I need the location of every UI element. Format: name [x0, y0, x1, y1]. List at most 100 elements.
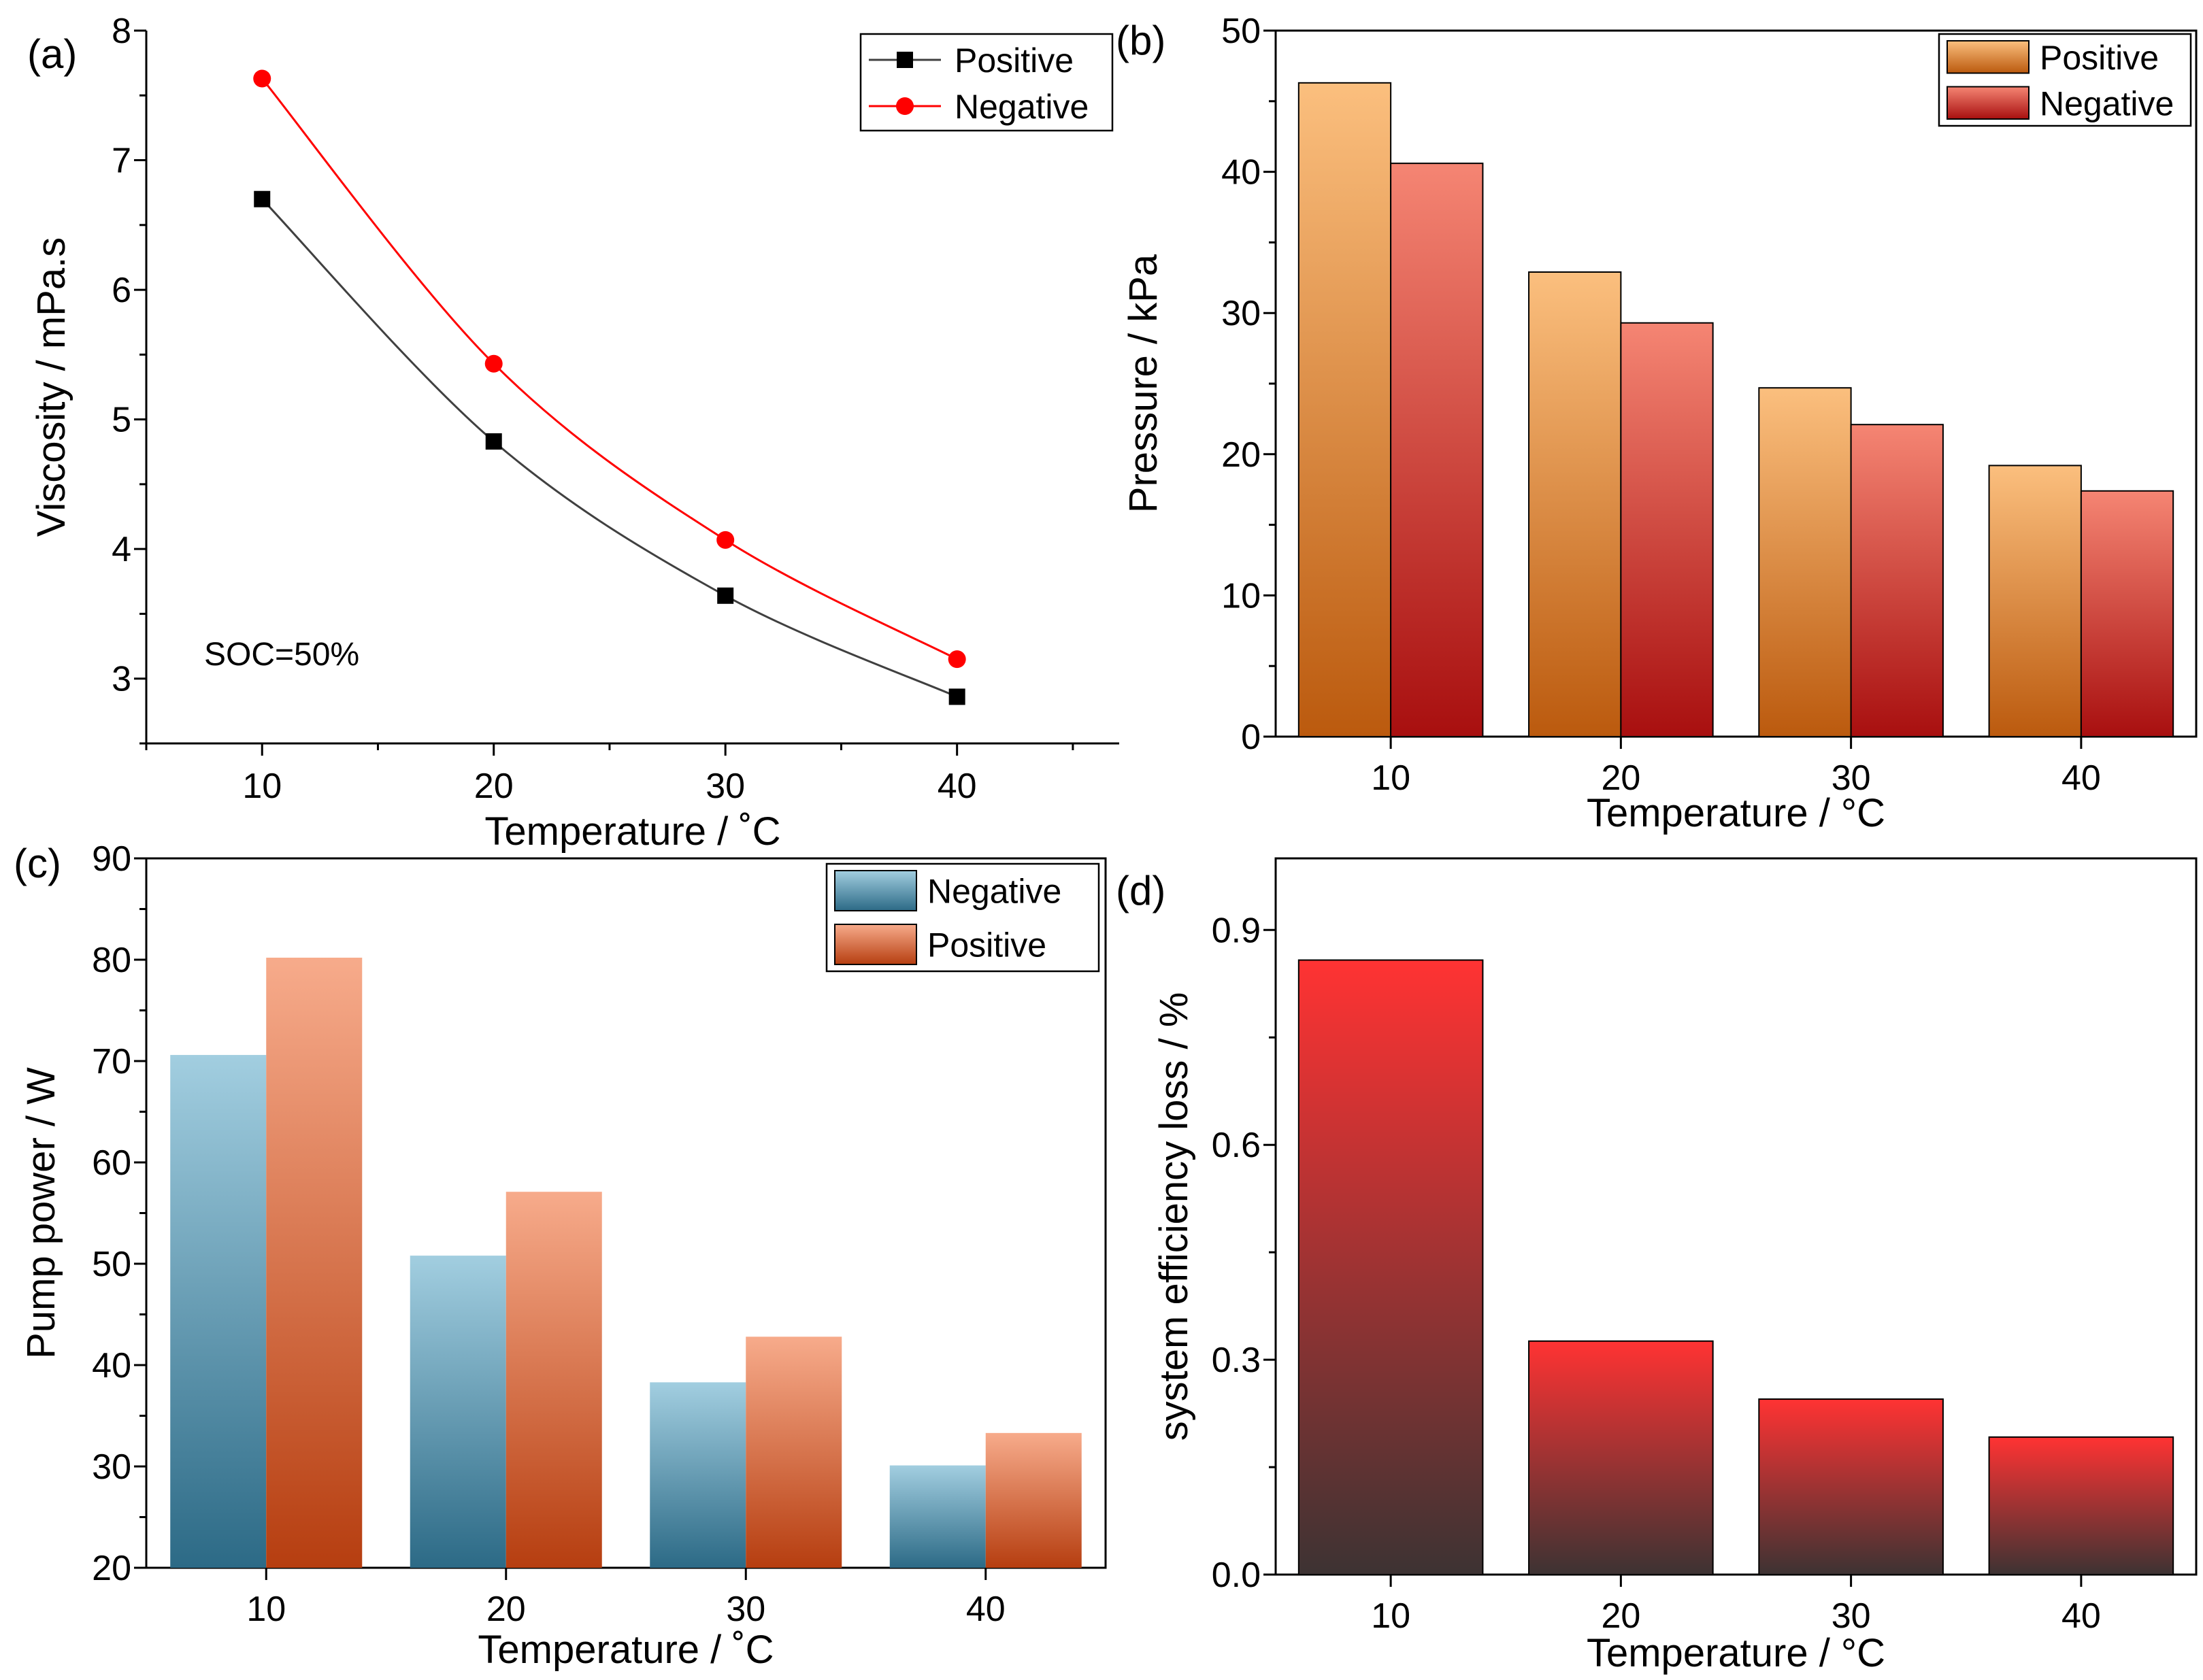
panel-a-point-positive — [948, 688, 965, 705]
panel-c-legend-swatch-positive — [834, 924, 917, 965]
panel-b-bar-positive — [1758, 387, 1852, 737]
panel-a-series-line-negative — [261, 78, 958, 660]
panel-b-legend-label-positive: Positive — [2040, 39, 2159, 77]
panel-a-x-tick-label: 10 — [242, 767, 282, 806]
panel-d-bar-system-efficiency-loss — [1297, 959, 1484, 1575]
panel-d-efficiency-loss-chart: 0.0 0.3 0.6 0.9 10 20 30 40 (d) Temperature / °C s… — [1116, 857, 2198, 1675]
panel-a-y-tick-label: 5 — [112, 401, 131, 440]
panel-d-y-tick-label: 0.9 — [1212, 911, 1261, 950]
panel-b-bar-negative — [1850, 424, 1944, 737]
panel-c-pump-power-chart: 20 30 40 50 60 70 80 90 10 20 30 40 (c) Temperature /… — [14, 839, 1107, 1672]
panel-d-y-tick-label: 0.6 — [1212, 1126, 1261, 1165]
panel-c-bar-positive — [746, 1337, 842, 1568]
panel-b-y-tick-label: 10 — [1221, 576, 1261, 616]
panel-d-bar-system-efficiency-loss — [1758, 1398, 1944, 1575]
panel-a-y-tick-label: 7 — [112, 141, 131, 181]
panel-c-legend-label-positive: Positive — [927, 926, 1046, 964]
panel-c-y-tick-label: 20 — [92, 1549, 131, 1588]
panel-c-y-tick-label: 70 — [92, 1042, 131, 1081]
panel-c-y-tick-label: 80 — [92, 941, 131, 980]
panel-c-bar-positive — [266, 958, 363, 1568]
panel-b-bar-positive — [1297, 82, 1392, 737]
panel-b-bar-positive — [1528, 271, 1622, 738]
panel-b-legend-swatch-negative — [1947, 86, 2030, 120]
panel-b-y-tick-label: 30 — [1221, 294, 1261, 333]
panel-a-series-line-positive — [261, 198, 958, 698]
panel-b-bar-negative — [1620, 322, 1714, 737]
panel-a-x-tick-label: 30 — [706, 767, 745, 806]
panel-d-x-axis-label: Temperature / °C — [1587, 1631, 1885, 1675]
panel-a-y-tick-label: 3 — [112, 660, 131, 699]
panel-a-x-tick-label: 40 — [938, 767, 977, 806]
panel-a-label: (a) — [27, 31, 77, 77]
panel-b-pressure-chart: 0 10 20 30 40 50 10 20 30 40 (b) Temperature / °C Pr… — [1116, 12, 2198, 835]
panel-a-point-negative — [253, 69, 271, 88]
panel-d-y-axis-label: system efficiency loss / % — [1152, 992, 1196, 1441]
panel-c-bar-negative — [410, 1256, 506, 1568]
panel-c-y-tick-label: 50 — [92, 1245, 131, 1284]
panel-d-bar-system-efficiency-loss — [1988, 1436, 2174, 1575]
panel-d-x-tick-label: 30 — [1832, 1596, 1871, 1636]
panel-c-y-axis-label: Pump power / W — [19, 1067, 63, 1359]
panel-b-y-tick-label: 0 — [1241, 718, 1261, 757]
panel-b-bar-negative — [2080, 490, 2174, 737]
panel-c-x-tick-label: 10 — [246, 1590, 286, 1629]
panel-c-y-tick-label: 30 — [92, 1447, 131, 1487]
panel-b-label: (b) — [1116, 18, 1165, 63]
panel-b-y-tick-label: 20 — [1221, 435, 1261, 475]
panel-b-y-tick-label: 50 — [1221, 12, 1261, 51]
panel-b-y-axis-label: Pressure / kPa — [1121, 254, 1165, 513]
panel-c-y-tick-label: 40 — [92, 1346, 131, 1385]
panel-d-x-tick-label: 20 — [1601, 1596, 1640, 1636]
panel-a-x-axis-label: Temperature / ˚C — [484, 809, 780, 854]
panel-c-bar-negative — [889, 1465, 986, 1568]
panel-a-legend-label-negative: Negative — [955, 88, 1089, 126]
panel-c-x-tick-label: 40 — [966, 1590, 1006, 1629]
panel-b-bar-positive — [1988, 465, 2082, 738]
panel-c-y-tick-label: 60 — [92, 1143, 131, 1183]
panel-a-point-negative — [716, 531, 735, 549]
panel-b-x-tick-label: 10 — [1371, 758, 1410, 798]
panel-c-x-tick-label: 30 — [726, 1590, 765, 1629]
panel-d-y-tick-label: 0.0 — [1212, 1556, 1261, 1595]
panel-c-x-axis-label: Temperature / ˚C — [478, 1628, 774, 1672]
panel-a-x-tick-label: 20 — [474, 767, 514, 806]
panel-a-y-tick-label: 6 — [112, 271, 131, 310]
panel-d-x-tick-label: 40 — [2061, 1596, 2101, 1636]
panel-b-x-tick-label: 20 — [1601, 758, 1640, 798]
panel-a-legend-marker-negative — [896, 97, 914, 115]
panel-c-x-tick-label: 20 — [486, 1590, 526, 1629]
panel-b-y-tick-label: 40 — [1221, 153, 1261, 192]
panel-d-plot-frame — [1274, 857, 2198, 1576]
panel-d-label: (d) — [1116, 868, 1165, 913]
panel-b-legend-swatch-positive — [1947, 40, 2030, 74]
panel-b-x-tick-label: 30 — [1832, 758, 1871, 798]
panel-a-point-positive — [485, 433, 502, 450]
panel-b-x-axis-label: Temperature / °C — [1587, 791, 1885, 835]
panel-b-legend-label-negative: Negative — [2040, 84, 2174, 122]
panel-a-legend-marker-positive — [897, 52, 913, 68]
panel-d-bar-system-efficiency-loss — [1528, 1340, 1714, 1576]
panel-a-legend-label-positive: Positive — [955, 41, 1074, 80]
panel-d-y-tick-label: 0.3 — [1212, 1341, 1261, 1380]
panel-a-y-axis-label: Viscosity / mPa.s — [29, 237, 73, 537]
panel-c-bar-negative — [650, 1382, 746, 1568]
panel-b-x-tick-label: 40 — [2061, 758, 2101, 798]
panel-a-annotation: SOC=50% — [204, 637, 359, 673]
panel-a-point-negative — [948, 650, 966, 669]
panel-a-point-positive — [717, 587, 734, 604]
panel-c-label: (c) — [14, 841, 61, 886]
panel-a-y-tick-label: 8 — [112, 12, 131, 51]
panel-c-legend-label-negative: Negative — [927, 873, 1061, 911]
panel-c-bar-positive — [506, 1192, 602, 1568]
panel-c-bar-negative — [170, 1055, 267, 1568]
panel-b-bar-negative — [1390, 163, 1484, 738]
panel-a-y-tick-label: 4 — [112, 530, 131, 569]
panel-d-x-tick-label: 10 — [1371, 1596, 1410, 1636]
panel-a-viscosity-chart: 3 4 5 6 7 8 10 20 30 40 (a) Temperature / ˚C Viscosi… — [27, 12, 1119, 854]
panel-a-point-negative — [484, 354, 503, 373]
panel-c-legend-swatch-negative — [834, 870, 917, 911]
panel-a-point-positive — [254, 190, 271, 207]
panel-c-bar-positive — [985, 1432, 1082, 1568]
